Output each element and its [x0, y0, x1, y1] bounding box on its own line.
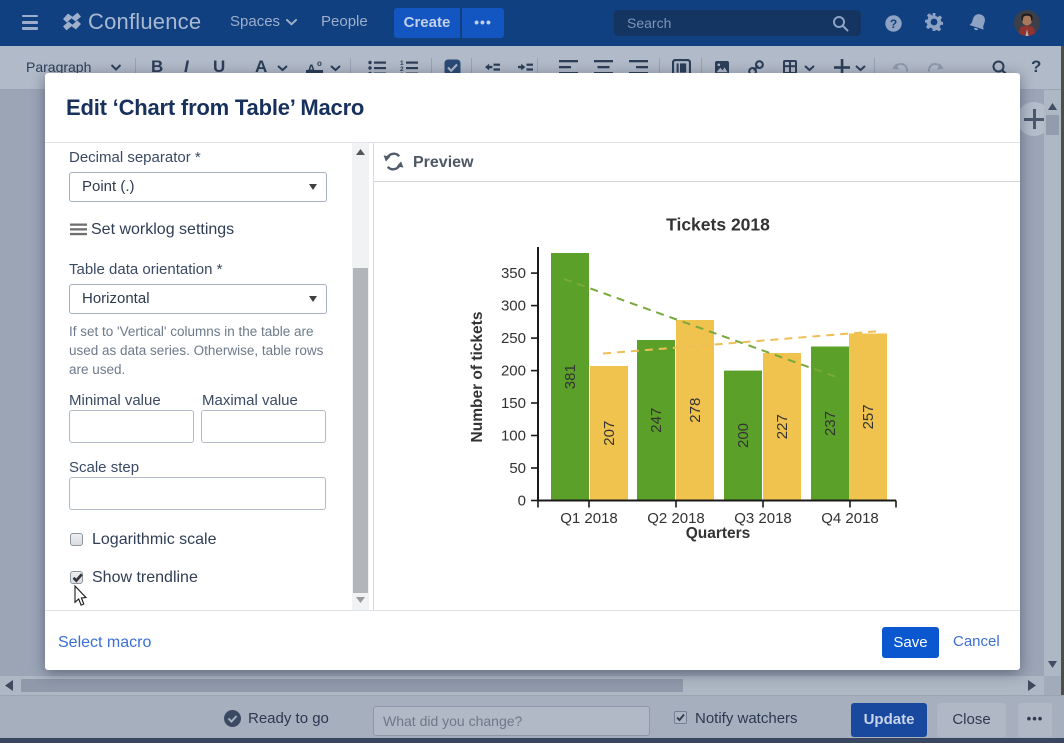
svg-text:100: 100 — [501, 428, 526, 445]
svg-text:Quarters: Quarters — [686, 525, 751, 542]
svg-text:200: 200 — [501, 363, 526, 380]
svg-text:Tickets 2018: Tickets 2018 — [666, 215, 770, 235]
svg-text:278: 278 — [687, 398, 704, 423]
svg-text:?: ? — [890, 17, 897, 31]
svg-text:50: 50 — [509, 460, 526, 477]
svg-text:350: 350 — [501, 265, 526, 282]
svg-text:381: 381 — [562, 364, 579, 389]
svg-text:1: 1 — [400, 60, 404, 67]
svg-text:237: 237 — [822, 411, 839, 436]
svg-text:Q2 2018: Q2 2018 — [647, 510, 705, 527]
svg-text:207: 207 — [601, 421, 618, 446]
svg-text:300: 300 — [501, 298, 526, 315]
svg-text:0: 0 — [518, 493, 526, 510]
svg-text:257: 257 — [860, 404, 877, 429]
svg-text:150: 150 — [501, 395, 526, 412]
svg-text:247: 247 — [648, 408, 665, 433]
svg-text:200: 200 — [735, 423, 752, 448]
svg-text:Number of tickets: Number of tickets — [469, 312, 486, 443]
svg-text:Q1 2018: Q1 2018 — [560, 510, 618, 527]
svg-text:2: 2 — [400, 66, 404, 73]
svg-text:Q3 2018: Q3 2018 — [734, 510, 792, 527]
svg-text:250: 250 — [501, 330, 526, 347]
svg-text:227: 227 — [774, 414, 791, 439]
svg-text:Q4 2018: Q4 2018 — [821, 510, 879, 527]
